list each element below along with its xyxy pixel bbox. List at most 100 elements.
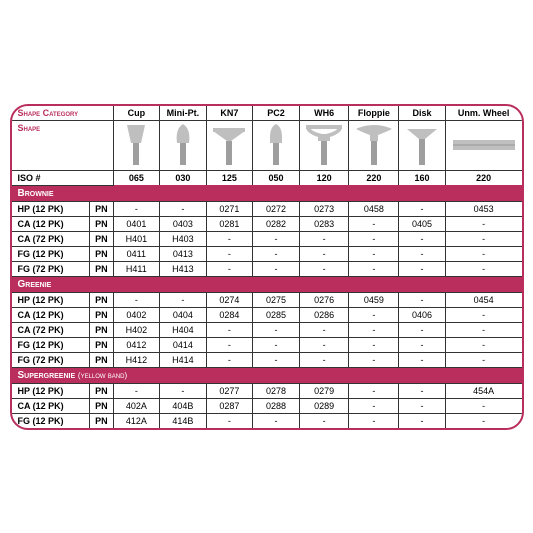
part-number-cell: - xyxy=(299,337,349,352)
part-number-cell: 0453 xyxy=(445,201,521,216)
part-number-cell: - xyxy=(399,352,446,367)
part-number-cell: 404B xyxy=(160,398,207,413)
part-number-cell: - xyxy=(253,322,300,337)
part-number-cell: 0412 xyxy=(113,337,160,352)
table-row: CA (12 PK)PN04020404028402850286-0406- xyxy=(12,307,522,322)
row-label: CA (12 PK) xyxy=(12,216,90,231)
table-row: FG (12 PK)PN412A414B------ xyxy=(12,413,522,428)
pn-label: PN xyxy=(90,261,113,276)
table-row: FG (72 PK)PNH411H413------ xyxy=(12,261,522,276)
part-number-cell: - xyxy=(349,261,399,276)
pn-label: PN xyxy=(90,246,113,261)
part-number-cell: 0289 xyxy=(299,398,349,413)
table-row: HP (12 PK)PN--0274027502760459-0454 xyxy=(12,292,522,307)
iso-value: 160 xyxy=(399,170,446,185)
part-number-cell: - xyxy=(445,322,521,337)
part-number-cell: 414B xyxy=(160,413,207,428)
table-row: HP (12 PK)PN--027702780279--454A xyxy=(12,383,522,398)
part-number-cell: 0411 xyxy=(113,246,160,261)
part-number-cell: - xyxy=(206,337,253,352)
part-number-cell: H401 xyxy=(113,231,160,246)
shape-unmwheel-icon xyxy=(445,120,521,170)
part-number-cell: - xyxy=(349,231,399,246)
part-number-cell: 0285 xyxy=(253,307,300,322)
pn-label: PN xyxy=(90,352,113,367)
col-label: KN7 xyxy=(206,106,253,121)
part-number-cell: - xyxy=(399,201,446,216)
col-label: Floppie xyxy=(349,106,399,121)
row-label: FG (12 PK) xyxy=(12,337,90,352)
pn-label: PN xyxy=(90,292,113,307)
part-number-cell: 0276 xyxy=(299,292,349,307)
part-number-cell: 0404 xyxy=(160,307,207,322)
part-number-cell: - xyxy=(253,231,300,246)
row-label: FG (72 PK) xyxy=(12,352,90,367)
part-number-cell: H412 xyxy=(113,352,160,367)
part-number-cell: 0401 xyxy=(113,216,160,231)
part-number-cell: - xyxy=(349,216,399,231)
row-label: HP (12 PK) xyxy=(12,201,90,216)
part-number-cell: - xyxy=(206,261,253,276)
part-number-cell: H413 xyxy=(160,261,207,276)
part-number-cell: - xyxy=(253,352,300,367)
part-number-cell: 0403 xyxy=(160,216,207,231)
part-number-cell: H411 xyxy=(113,261,160,276)
pn-label: PN xyxy=(90,307,113,322)
shape-pc2-icon xyxy=(253,120,300,170)
part-number-cell: 0273 xyxy=(299,201,349,216)
col-label: PC2 xyxy=(253,106,300,121)
table-row: FG (12 PK)PN04110413------ xyxy=(12,246,522,261)
part-number-cell: 0287 xyxy=(206,398,253,413)
part-number-cell: - xyxy=(113,201,160,216)
part-number-cell: 0288 xyxy=(253,398,300,413)
part-number-cell: 0282 xyxy=(253,216,300,231)
shape-minipt-icon xyxy=(160,120,207,170)
pn-label: PN xyxy=(90,337,113,352)
part-number-cell: - xyxy=(349,337,399,352)
part-number-cell: 0284 xyxy=(206,307,253,322)
part-number-cell: 0275 xyxy=(253,292,300,307)
part-number-cell: - xyxy=(349,307,399,322)
part-number-cell: - xyxy=(399,413,446,428)
part-number-cell: - xyxy=(399,337,446,352)
part-number-cell: - xyxy=(299,413,349,428)
part-number-cell: H402 xyxy=(113,322,160,337)
part-number-cell: - xyxy=(206,322,253,337)
part-number-cell: - xyxy=(349,383,399,398)
part-number-cell: - xyxy=(445,413,521,428)
iso-value: 030 xyxy=(160,170,207,185)
shape-floppie-icon xyxy=(349,120,399,170)
part-number-cell: - xyxy=(160,201,207,216)
section-header: Greenie xyxy=(12,276,522,292)
part-number-cell: - xyxy=(399,261,446,276)
part-number-cell: - xyxy=(445,216,521,231)
table-row: FG (72 PK)PNH412H414------ xyxy=(12,352,522,367)
iso-value: 220 xyxy=(349,170,399,185)
part-number-cell: H404 xyxy=(160,322,207,337)
row-label: FG (72 PK) xyxy=(12,261,90,276)
part-number-cell: 0459 xyxy=(349,292,399,307)
col-label: Disk xyxy=(399,106,446,121)
shape-kn7-icon xyxy=(206,120,253,170)
col-label: WH6 xyxy=(299,106,349,121)
row-label: CA (72 PK) xyxy=(12,231,90,246)
part-number-cell: - xyxy=(399,292,446,307)
product-table-card: Shape Category Cup Mini-Pt. KN7 PC2 WH6 … xyxy=(10,104,524,430)
part-number-cell: - xyxy=(445,261,521,276)
label-shape: Shape xyxy=(12,120,114,170)
part-number-cell: - xyxy=(349,322,399,337)
part-number-cell: - xyxy=(160,292,207,307)
part-number-cell: - xyxy=(399,246,446,261)
part-number-cell: - xyxy=(399,398,446,413)
row-label: FG (12 PK) xyxy=(12,413,90,428)
part-number-cell: 0272 xyxy=(253,201,300,216)
shape-wh6-icon xyxy=(299,120,349,170)
part-number-cell: 454A xyxy=(445,383,521,398)
table-row: FG (12 PK)PN04120414------ xyxy=(12,337,522,352)
part-number-cell: 412A xyxy=(113,413,160,428)
part-number-cell: - xyxy=(445,352,521,367)
iso-value: 050 xyxy=(253,170,300,185)
part-number-cell: 0414 xyxy=(160,337,207,352)
part-number-cell: 402A xyxy=(113,398,160,413)
part-number-cell: - xyxy=(253,337,300,352)
